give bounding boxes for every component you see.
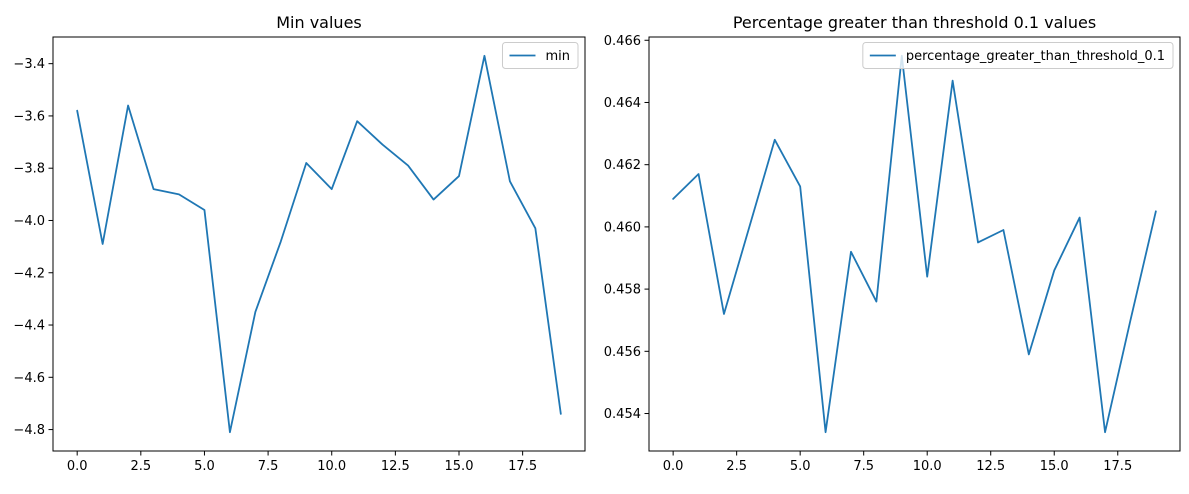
legend-label: percentage_greater_than_threshold_0.1 — [906, 49, 1165, 64]
x-tick-label: 7.5 — [853, 459, 874, 474]
data-line-percentage-greater-than-threshold — [672, 54, 1157, 434]
y-tick-label: −4.8 — [13, 423, 45, 438]
subplot-min-values: 0.0 2.5 5.0 7.5 10.0 12.5 15.0 17.5 −4.8 −4.6 −4.4… — [13, 13, 586, 474]
y-tick-label: 0.460 — [604, 220, 641, 235]
x-tick-label: 7.5 — [258, 459, 279, 474]
y-tick-label: 0.466 — [604, 34, 641, 49]
y-tick-label: −4.2 — [13, 266, 45, 281]
y-tick-label: −3.6 — [13, 109, 45, 124]
y-tick-label: 0.458 — [604, 283, 641, 298]
legend-box — [862, 42, 1174, 69]
data-line-min-values — [76, 54, 562, 434]
axes-spines — [52, 36, 586, 452]
x-tick-label: 10.0 — [913, 459, 942, 474]
y-tick-label: −4.0 — [13, 214, 45, 229]
x-tick-label: 12.5 — [976, 459, 1005, 474]
y-tick-label: −3.4 — [13, 57, 45, 72]
y-tick-label: −4.6 — [13, 371, 45, 386]
x-tick-label: 5.0 — [790, 459, 811, 474]
y-tick-label: −4.4 — [13, 319, 45, 334]
legend-box — [501, 42, 579, 69]
x-tick-label: 15.0 — [1040, 459, 1069, 474]
x-tick-label: 10.0 — [317, 459, 346, 474]
x-tick-label: 17.5 — [508, 459, 537, 474]
x-tick-label: 15.0 — [445, 459, 474, 474]
legend: percentage_greater_than_threshold_0.1 — [862, 42, 1174, 69]
x-tick-label: 2.5 — [726, 459, 747, 474]
x-tick-label: 2.5 — [130, 459, 151, 474]
y-tick-label: 0.462 — [604, 158, 641, 173]
x-tick-label: 0.0 — [663, 459, 684, 474]
legend: min — [501, 42, 579, 69]
subplot-percentage-greater-than-threshold: 0.0 2.5 5.0 7.5 10.0 12.5 15.0 17.5 0.454 0.456 0.… — [604, 13, 1181, 474]
y-tick-label: 0.456 — [604, 345, 641, 360]
axes-spines — [648, 36, 1181, 452]
y-tick-label: 0.464 — [604, 96, 641, 111]
x-tick-label: 17.5 — [1103, 459, 1132, 474]
y-tick-label: −3.8 — [13, 162, 45, 177]
y-tick-label: 0.454 — [604, 407, 641, 422]
subplot-title: Percentage greater than threshold 0.1 va… — [733, 13, 1096, 32]
x-tick-label: 5.0 — [194, 459, 215, 474]
x-tick-label: 0.0 — [67, 459, 88, 474]
subplot-title: Min values — [276, 13, 362, 32]
x-tick-label: 12.5 — [381, 459, 410, 474]
legend-label: min — [545, 49, 570, 64]
